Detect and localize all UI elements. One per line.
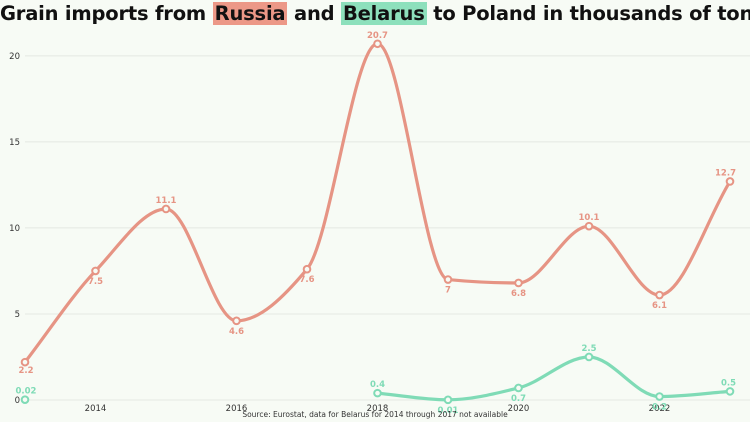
belarus-point-2021	[584, 352, 594, 362]
russia-data-label-2019: 7	[445, 286, 451, 296]
belarus-point-2018	[373, 388, 382, 398]
belarus-data-label-2022: 0.2	[652, 403, 667, 413]
russia-data-label-2013: 2.2	[18, 366, 33, 376]
belarus-point-2013	[20, 395, 30, 404]
russia-data-label-2021: 10.1	[579, 213, 600, 223]
y-tick-label-10: 10	[9, 224, 20, 234]
title-part2: and	[287, 2, 341, 25]
russia-point-2014	[91, 266, 100, 276]
x-tick-label-2022: 2022	[649, 404, 671, 414]
belarus-data-label-2021: 2.5	[581, 344, 596, 354]
y-tick-label-20: 20	[9, 52, 20, 62]
russia-data-label-2016: 4.6	[229, 327, 244, 337]
title-belarus-highlight: Belarus	[340, 2, 427, 25]
russia-point-2023	[725, 177, 735, 186]
russia-point-2015	[161, 204, 171, 214]
russia-data-label-2017: 7.6	[299, 275, 314, 285]
series-belarus: 0.02 0.4 0.01 0.7 2.5 0.2 0.5	[16, 344, 737, 416]
belarus-data-label-2023: 0.5	[721, 378, 736, 388]
russia-data-label-2015: 11.1	[156, 196, 177, 206]
belarus-point-2019	[443, 395, 453, 405]
russia-data-label-2023: 12.7	[715, 168, 736, 178]
russia-point-2018	[373, 39, 382, 49]
x-tick-label-2016: 2016	[226, 404, 248, 414]
russia-data-label-2018: 20.7	[367, 31, 388, 41]
belarus-point-2022	[655, 392, 664, 401]
chart-title: Grain imports from Russia and Belarus to…	[0, 2, 750, 25]
y-tick-label-5: 5	[15, 310, 20, 320]
russia-data-label-2020: 6.8	[511, 289, 526, 299]
x-tick-label-2014: 2014	[85, 404, 107, 414]
russia-point-2017	[302, 264, 312, 274]
series-russia: 2.2 7.5 11.1 4.6 7.6 20.7 7 6.8 10.1 6.1 12.7	[18, 31, 736, 376]
belarus-data-label-2020: 0.7	[511, 394, 526, 404]
belarus-data-label-2019: 0.01	[438, 406, 459, 416]
source-note: Source: Eurostat, data for Belarus for 2…	[242, 410, 508, 419]
russia-data-label-2022: 6.1	[652, 301, 667, 311]
russia-point-2022	[655, 290, 664, 300]
y-tick-label-15: 15	[9, 138, 20, 148]
x-tick-label-2020: 2020	[508, 404, 530, 414]
belarus-data-label-2013: 0.02	[16, 387, 37, 397]
title-part1: Grain imports from	[0, 2, 213, 25]
russia-data-label-2014: 7.5	[88, 277, 103, 287]
russia-point-2013	[20, 357, 30, 367]
russia-point-2020	[514, 278, 523, 288]
x-tick-label-2018: 2018	[367, 404, 389, 414]
axis-layer: 0 5 10 15 20 2014 2016 2018 2020 2022	[9, 52, 670, 414]
russia-point-2019	[443, 275, 453, 284]
y-tick-label-0: 0	[15, 396, 20, 406]
russia-point-2021	[584, 221, 594, 231]
title-part3: to Poland in thousands of tons	[426, 2, 750, 25]
belarus-point-2023	[725, 387, 735, 396]
belarus-data-label-2018: 0.4	[370, 380, 385, 390]
series-layer: 2.27.511.14.67.620.77 6.810.16.112.70.020…	[16, 31, 737, 416]
russia-point-2016	[232, 316, 241, 326]
title-russia-highlight: Russia	[212, 2, 288, 25]
belarus-line-1	[375, 355, 732, 402]
belarus-point-2020	[514, 383, 523, 393]
